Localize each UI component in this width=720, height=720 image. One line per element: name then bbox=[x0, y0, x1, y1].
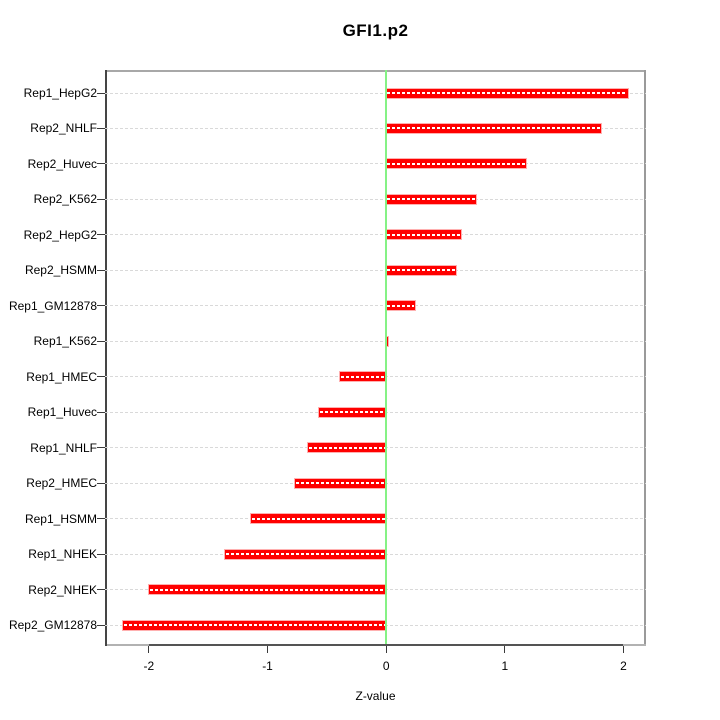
y-axis-label-Rep1_NHEK: Rep1_NHEK bbox=[28, 547, 97, 562]
x-axis-tick-label: -1 bbox=[262, 659, 273, 673]
y-axis-tick bbox=[97, 624, 105, 626]
y-axis-label-Rep2_NHEK: Rep2_NHEK bbox=[28, 582, 97, 597]
y-axis-line bbox=[105, 70, 107, 646]
bar-Rep2_HMEC bbox=[294, 478, 387, 488]
bar-Rep2_K562 bbox=[386, 194, 477, 204]
y-axis-tick bbox=[97, 447, 105, 449]
x-axis-tick bbox=[267, 646, 269, 653]
gridline bbox=[105, 269, 646, 271]
bar-Rep2_Huvec bbox=[386, 159, 527, 169]
y-axis-label-Rep1_HepG2: Rep1_HepG2 bbox=[23, 86, 97, 100]
bar-Rep2_NHEK bbox=[148, 585, 387, 595]
bar-shading-dashes bbox=[225, 553, 386, 556]
bar-shading-dashes bbox=[387, 269, 456, 272]
x-axis-tick bbox=[148, 646, 150, 653]
bar-shading-dashes bbox=[295, 482, 386, 485]
gridline bbox=[105, 340, 646, 342]
bar-Rep2_GM12878 bbox=[122, 620, 387, 630]
chart-title: GFI1.p2 bbox=[342, 21, 409, 40]
y-axis-tick bbox=[97, 305, 105, 307]
bar-Rep1_HepG2 bbox=[386, 88, 629, 98]
y-axis-label-Rep1_GM12878: Rep1_GM12878 bbox=[8, 298, 97, 313]
bar-shading-dashes bbox=[123, 624, 386, 626]
bar-Rep1_HMEC bbox=[339, 372, 387, 382]
y-axis-label-Rep2_Huvec: Rep2_Huvec bbox=[27, 156, 97, 171]
y-axis-label-Rep1_Huvec: Rep1_Huvec bbox=[27, 405, 97, 420]
bar-shading-dashes bbox=[308, 446, 386, 449]
gridline bbox=[105, 163, 646, 165]
y-axis-tick bbox=[97, 234, 105, 236]
y-axis-tick bbox=[97, 198, 105, 200]
bar-shading-dashes bbox=[387, 233, 460, 236]
y-axis-label-Rep1_HSMM: Rep1_HSMM bbox=[24, 511, 97, 526]
y-axis-label-Rep2_HMEC: Rep2_HMEC bbox=[26, 476, 97, 491]
bar-Rep1_HSMM bbox=[250, 514, 387, 524]
bar-shading-dashes bbox=[387, 162, 526, 165]
y-axis-label-Rep2_HepG2: Rep2_HepG2 bbox=[23, 227, 97, 242]
y-axis-tick bbox=[97, 92, 105, 94]
y-axis-tick bbox=[97, 482, 105, 484]
y-axis-label-Rep2_HSMM: Rep2_HSMM bbox=[24, 263, 97, 278]
plot-area bbox=[97, 70, 646, 653]
x-axis-tick-label: 1 bbox=[501, 659, 509, 673]
x-axis-tick bbox=[504, 646, 506, 653]
x-axis-tick-label: 0 bbox=[382, 659, 390, 673]
gridline bbox=[105, 127, 646, 129]
x-axis-tick bbox=[385, 646, 387, 653]
y-axis-label-Rep2_K562: Rep2_K562 bbox=[33, 192, 97, 207]
y-axis-tick bbox=[97, 269, 105, 271]
x-axis-line bbox=[148, 644, 624, 646]
y-axis-label-Rep2_NHLF: Rep2_NHLF bbox=[30, 121, 97, 136]
bar-Rep1_NHLF bbox=[307, 443, 387, 453]
bar-shading-dashes bbox=[340, 375, 386, 378]
gridline bbox=[105, 234, 646, 236]
bar-Rep2_NHLF bbox=[386, 123, 601, 133]
x-axis-tick-label: 2 bbox=[620, 659, 627, 673]
bar-Rep1_Huvec bbox=[318, 407, 387, 417]
y-axis-tick bbox=[97, 589, 105, 591]
gridline bbox=[105, 92, 646, 94]
y-axis-tick bbox=[97, 553, 105, 555]
bar-Rep1_GM12878 bbox=[386, 301, 415, 311]
x-axis-title: Z-value bbox=[355, 689, 396, 703]
plot-border-top bbox=[105, 70, 646, 72]
plot-border-right bbox=[644, 70, 646, 646]
x-axis-tick bbox=[622, 646, 624, 653]
bar-Rep2_HSMM bbox=[386, 265, 457, 275]
y-axis-tick bbox=[97, 518, 105, 520]
y-axis-tick bbox=[97, 411, 105, 413]
x-axis-tick-label: -2 bbox=[143, 659, 155, 673]
bar-Rep2_HepG2 bbox=[386, 230, 461, 240]
zero-reference-line bbox=[385, 70, 388, 646]
y-axis-label-Rep1_NHLF: Rep1_NHLF bbox=[30, 440, 97, 455]
y-axis-tick bbox=[97, 376, 105, 378]
bar-shading-dashes bbox=[387, 127, 600, 130]
bar-Rep1_NHEK bbox=[224, 549, 387, 559]
y-axis-tick bbox=[97, 163, 105, 165]
y-axis-label-Rep2_GM12878: Rep2_GM12878 bbox=[8, 618, 97, 632]
bar-shading-dashes bbox=[251, 517, 386, 520]
y-axis-label-Rep1_HMEC: Rep1_HMEC bbox=[26, 369, 97, 384]
y-axis-tick bbox=[97, 340, 105, 342]
bar-shading-dashes bbox=[149, 588, 386, 591]
bar-shading-dashes bbox=[387, 304, 414, 307]
y-axis-tick bbox=[97, 127, 105, 129]
bar-shading-dashes bbox=[387, 198, 476, 201]
y-axis-label-Rep1_K562: Rep1_K562 bbox=[33, 334, 97, 349]
gridline bbox=[105, 198, 646, 200]
gridline bbox=[105, 305, 646, 307]
bar-shading-dashes bbox=[387, 92, 628, 94]
bar-shading-dashes bbox=[319, 411, 386, 414]
